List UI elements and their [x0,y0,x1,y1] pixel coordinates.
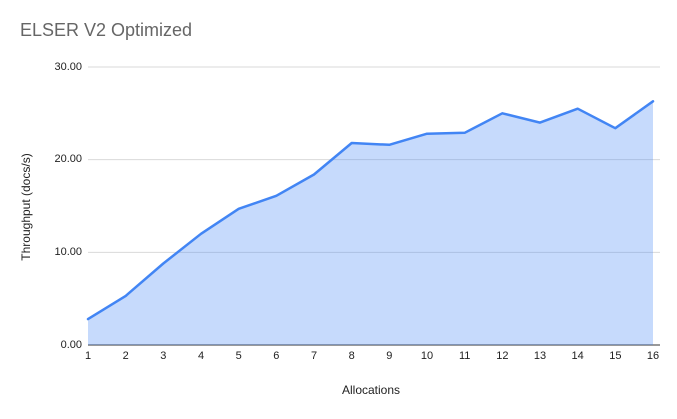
x-tick-label: 14 [571,350,584,362]
y-tick-label: 20.00 [54,153,82,166]
x-tick-label: 6 [273,350,280,362]
x-tick-label: 3 [160,350,167,362]
y-tick-label: 30.00 [54,60,82,73]
x-tick-label: 4 [197,350,205,362]
x-axis-title: Allocations [341,383,401,397]
x-tick-label: 12 [496,350,509,362]
x-tick-label: 9 [386,350,393,362]
x-tick-label: 15 [609,350,622,362]
y-tick-label: 0.00 [60,338,82,351]
x-tick-label: 13 [533,350,547,362]
x-tick-label: 10 [420,350,434,362]
x-tick-label: 2 [122,350,129,362]
x-tick-label: 1 [84,350,92,362]
x-tick-label: 16 [646,350,660,362]
area-fill [88,101,653,345]
x-tick-label: 11 [458,350,471,362]
x-tick-label: 7 [310,350,318,362]
series-line [86,100,655,321]
chart-title: ELSER V2 Optimized [20,20,193,40]
y-tick-label: 10.00 [54,245,82,258]
x-tick-label: 5 [235,350,242,362]
x-tick-label: 8 [348,350,355,362]
